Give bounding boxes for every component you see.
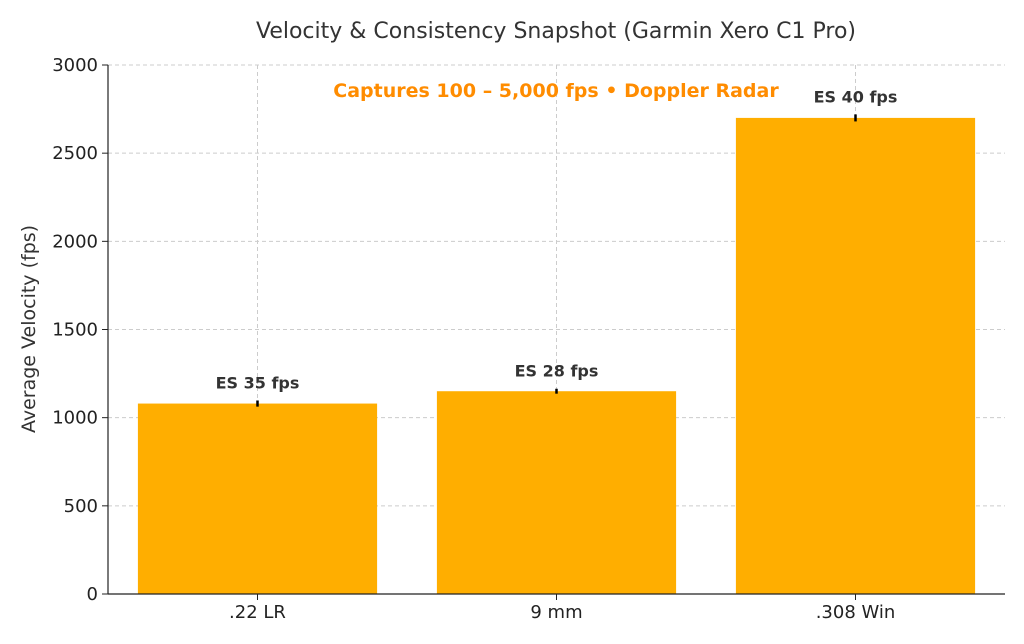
bars bbox=[137, 117, 976, 595]
bar-value-labels: ES 35 fps ES 28 fps ES 40 fps bbox=[216, 87, 898, 392]
bar bbox=[735, 117, 976, 595]
y-tick-label: 1500 bbox=[52, 320, 98, 341]
x-tick-labels: .22 LR 9 mm .308 Win bbox=[229, 602, 895, 623]
y-tick-label: 1000 bbox=[52, 408, 98, 429]
y-tick-labels: 0 500 1000 1500 2000 2500 3000 bbox=[52, 55, 98, 605]
x-tick-label: .22 LR bbox=[229, 602, 286, 623]
y-tick-label: 2500 bbox=[52, 143, 98, 164]
y-axis-label: Average Velocity (fps) bbox=[18, 225, 40, 433]
y-tick-label: 3000 bbox=[52, 55, 98, 76]
bar bbox=[436, 391, 677, 594]
y-tick-label: 0 bbox=[87, 584, 98, 605]
bar-value-label: ES 35 fps bbox=[216, 373, 300, 392]
bar-value-label: ES 40 fps bbox=[814, 87, 898, 106]
y-tick-label: 500 bbox=[64, 496, 98, 517]
error-bars bbox=[256, 114, 857, 407]
bar bbox=[137, 403, 378, 594]
x-tick-label: 9 mm bbox=[530, 602, 582, 623]
axes bbox=[102, 64, 1005, 600]
chart-annotation: Captures 100 – 5,000 fps • Doppler Radar bbox=[333, 80, 779, 102]
chart-title: Velocity & Consistency Snapshot (Garmin … bbox=[256, 19, 856, 44]
bar-value-label: ES 28 fps bbox=[515, 362, 599, 381]
y-tick-label: 2000 bbox=[52, 231, 98, 252]
x-tick-label: .308 Win bbox=[816, 602, 896, 623]
